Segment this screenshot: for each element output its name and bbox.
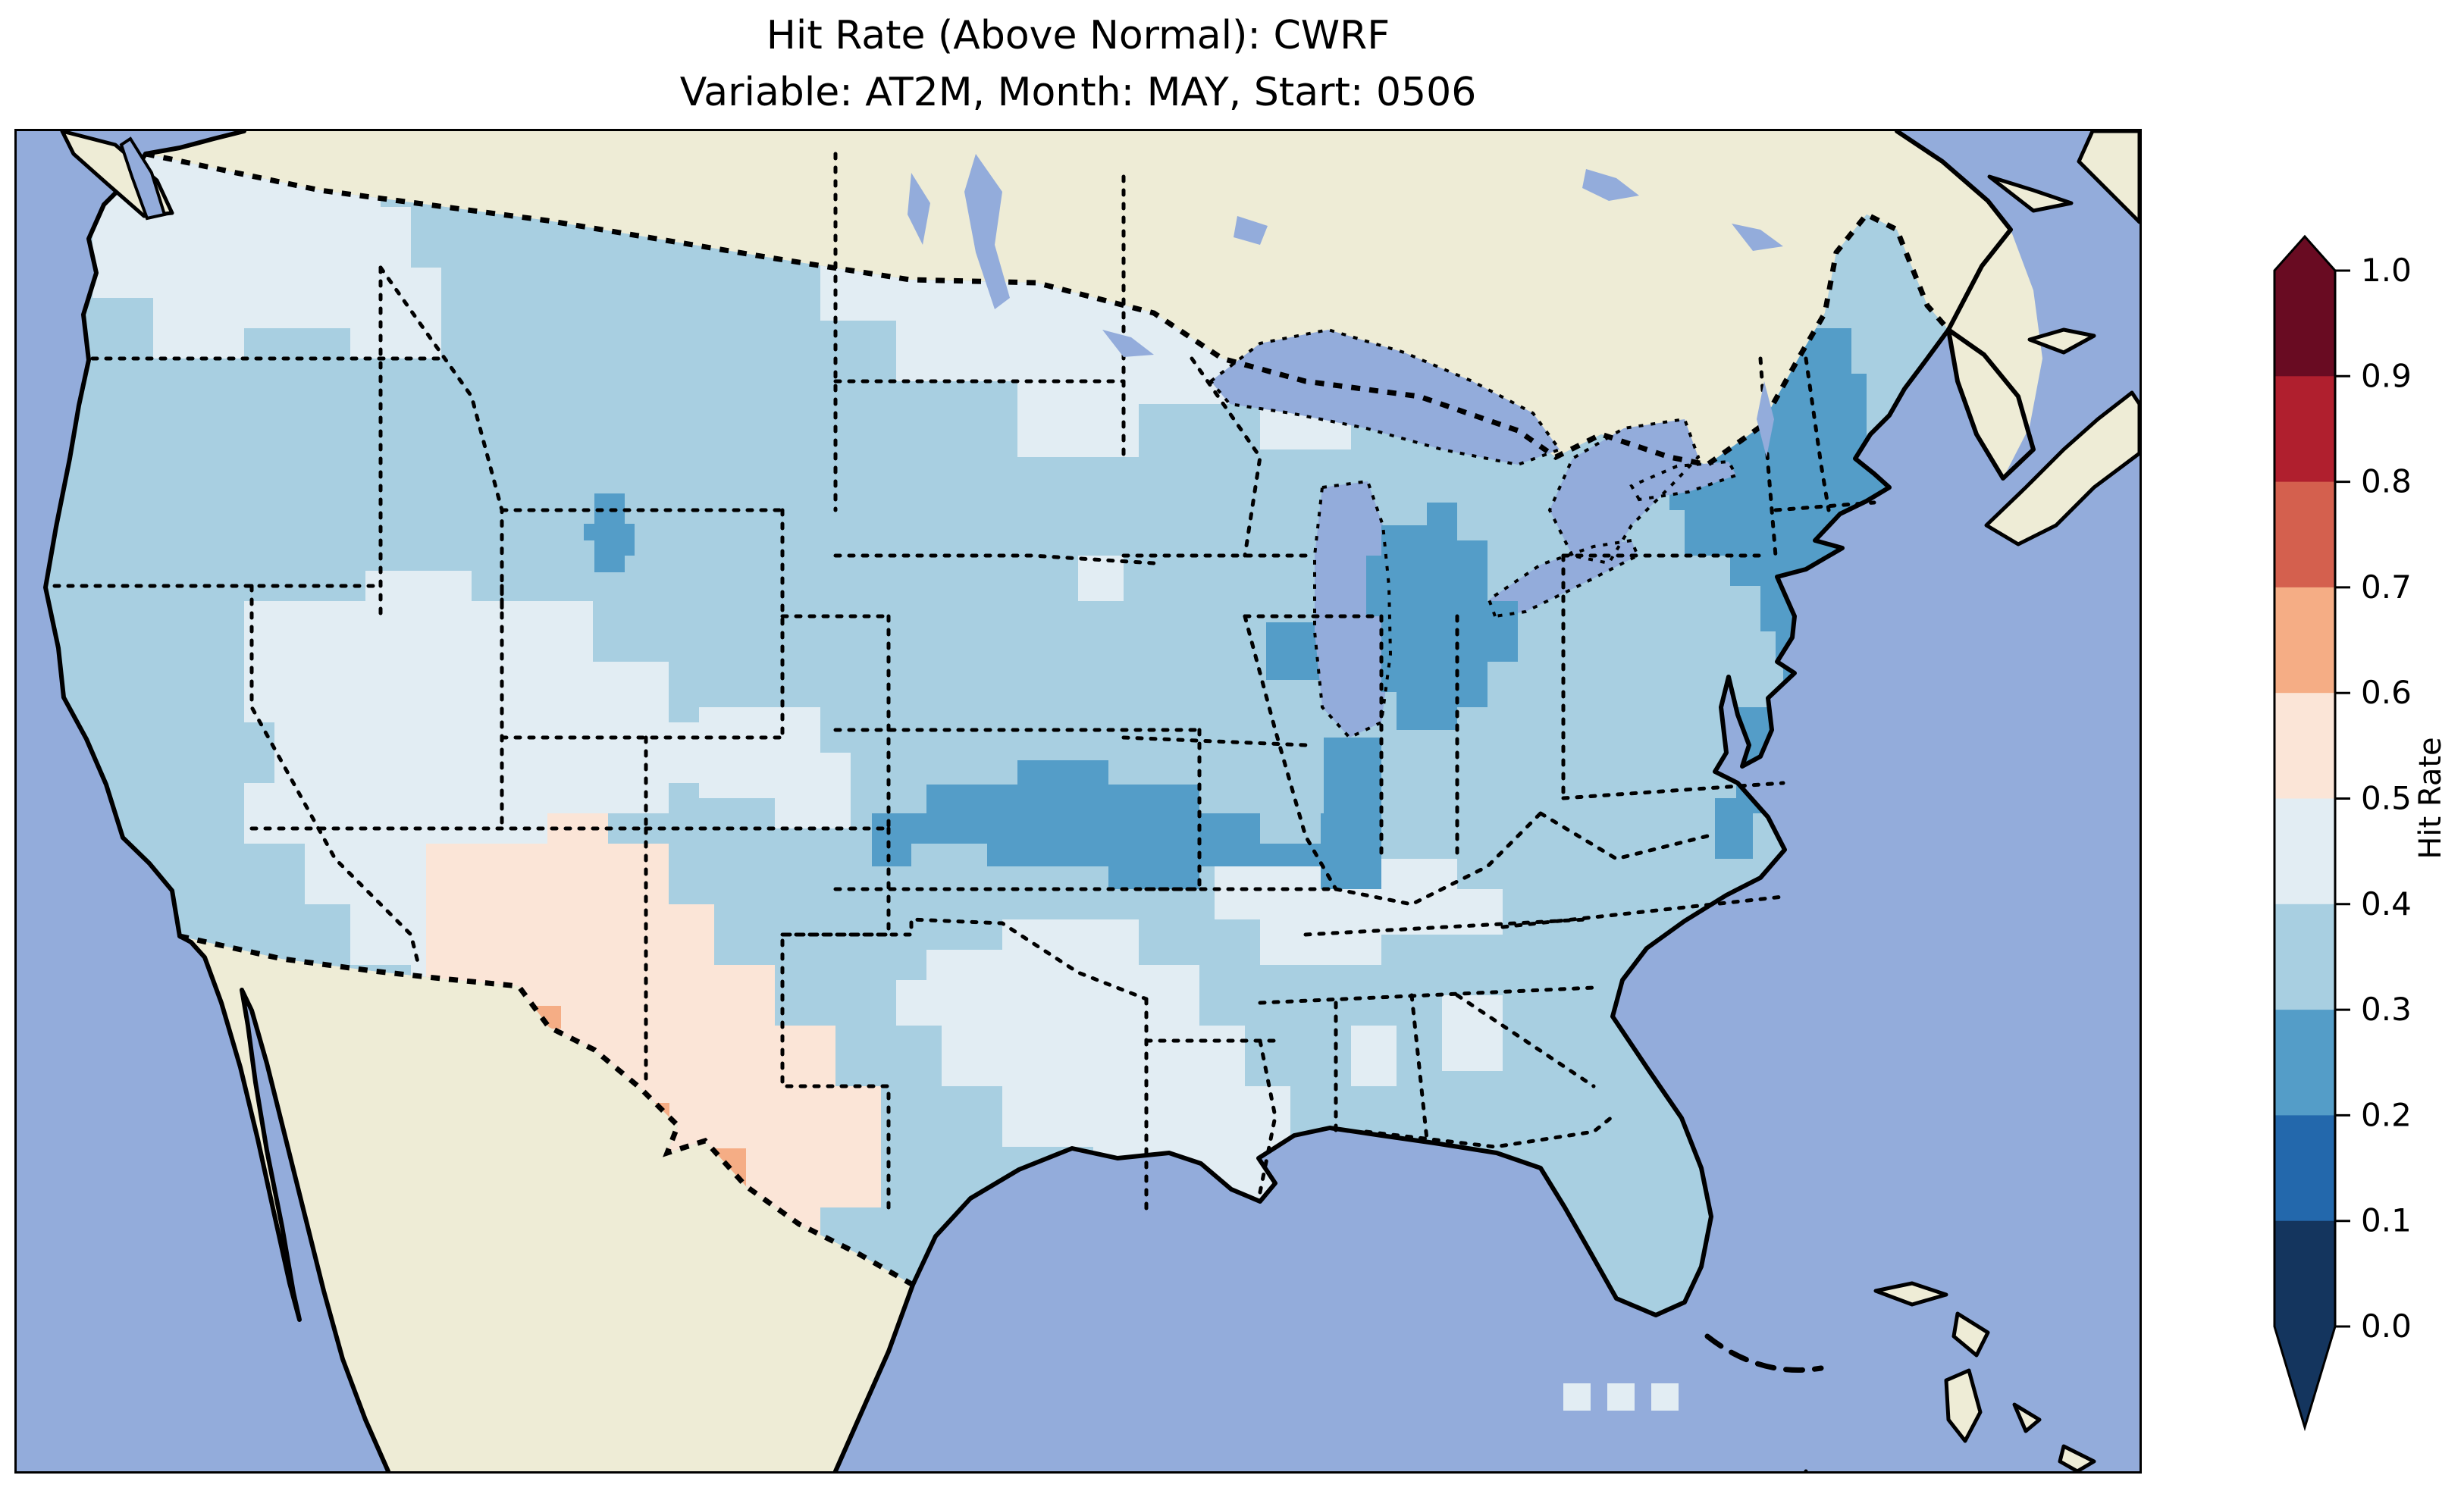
colorbar-band-3 [2274, 587, 2335, 694]
region-illinois-arm-02-03 [1266, 622, 1324, 680]
national-border-mexico [179, 933, 914, 1288]
state-line-ok-tx-red [780, 917, 1149, 1001]
coast-gulf-atlantic [911, 327, 1951, 1317]
conus-hit-rate-map [17, 131, 2140, 1471]
colorbar: 1.0 0.9 0.8 0.7 0.6 0.5 0.4 0.3 0.2 0.1 0.0 [2244, 220, 2464, 1463]
island-bahama-2 [1951, 1311, 1990, 1358]
colorbar-tick-label: 0.9 [2361, 357, 2412, 394]
colorbar-band-0 [2274, 271, 2335, 377]
colorbar-tick-label: 0.2 [2361, 1096, 2412, 1133]
lake-ontario-outline [1629, 459, 1738, 502]
colorbar-band-5 [2274, 798, 2335, 905]
canada-lake-quebec2 [1732, 224, 1783, 251]
state-line-va-wv [1538, 811, 1710, 861]
colorbar-band-4 [2274, 693, 2335, 800]
state-line-pa-md [1561, 781, 1785, 800]
island-bahama-4 [2058, 1444, 2096, 1471]
mexico-land [180, 936, 913, 1471]
colorbar-band-6 [2274, 904, 2335, 1011]
state-line-tn-south [1258, 985, 1596, 1005]
coast-gaspe [1895, 131, 2013, 332]
state-line-al-ga [1409, 993, 1429, 1142]
colorbar-tick-label: 0.1 [2361, 1202, 2412, 1239]
region-alabama-04-05 [1351, 1026, 1397, 1086]
region-southwest-pink-05-06 [426, 813, 881, 1268]
colorbar-tick-label: 0.6 [2361, 674, 2412, 711]
region-michigan-dark-02-03 [1366, 503, 1518, 730]
national-border-canada [145, 151, 1951, 468]
colorbar-tick-label: 0.3 [2361, 991, 2412, 1028]
coast-new-brunswick [1946, 327, 2036, 481]
colorbar-axis-label: Hit Rate [2413, 737, 2448, 860]
canada-lake-manitoba [908, 173, 930, 245]
colorbar-band-1 [2274, 376, 2335, 483]
island-pei [2027, 327, 2096, 355]
region-iowa-cell-04-05 [1078, 556, 1124, 601]
canada-lake-winnipeg [964, 154, 1010, 309]
colorbar-band-7 [2274, 1010, 2335, 1117]
coast-mexico-gulf [833, 1283, 915, 1471]
region-tennessee-04-05 [1215, 859, 1503, 965]
canada-lake-woods [1102, 330, 1154, 357]
state-line-nc-sc [1455, 993, 1596, 1088]
lake-michigan [1315, 481, 1390, 738]
colorbar-band-9 [2274, 1220, 2335, 1327]
figure-title-line1: Hit Rate (Above Normal): CWRF [766, 13, 1390, 58]
colorbar-band-2 [2274, 481, 2335, 588]
island-bahama-3 [2012, 1402, 2042, 1433]
state-line-ca-nv [249, 584, 421, 967]
cell-keys-1 [1563, 1383, 1591, 1411]
colorbar-tick-label: 0.4 [2361, 885, 2412, 922]
coast-pacific [43, 152, 182, 938]
lake-michigan-outline [1313, 479, 1393, 740]
lake-erie-outline [1487, 538, 1640, 619]
colorbar-tick-label: 1.0 [2361, 252, 2412, 289]
lake-ontario [1632, 462, 1736, 500]
colorbar-tick-label: 0.0 [2361, 1308, 2412, 1345]
island-bahama-1 [1873, 1281, 1948, 1307]
state-line-nm-tx [780, 826, 891, 1210]
coast-bc [143, 131, 246, 156]
colorbar-tick-label: 0.7 [2361, 568, 2412, 606]
canada-land [146, 131, 2042, 478]
colorbar-tick-label: 0.8 [2361, 463, 2412, 500]
canada-lake-nipigon [1234, 216, 1268, 245]
region-southcentral-04-05 [896, 919, 1290, 1207]
lake-erie [1489, 540, 1638, 616]
map-axes [14, 129, 2142, 1474]
colorbar-tick-label: 0.5 [2361, 780, 2412, 817]
region-montana-spot-02-03 [584, 493, 635, 572]
state-line-ga-fl [1364, 1114, 1615, 1149]
colorbar-arrow-under [2274, 1326, 2335, 1427]
island-nova-scotia [1984, 390, 2140, 547]
state-line-ia-mo [1121, 735, 1308, 747]
region-plains-band-02-03 [872, 760, 1381, 889]
colorbar-arrow-over [2274, 236, 2335, 271]
canada-lake-quebec1 [1582, 169, 1639, 201]
puget-sound [119, 136, 167, 221]
state-line-id-mt [378, 265, 504, 619]
state-line-mn-wi [1190, 356, 1262, 558]
lake-champlain [1757, 381, 1774, 457]
lake-superior [1211, 330, 1560, 465]
keys-arc [1704, 1333, 1824, 1373]
state-line-vt-nh [1804, 356, 1831, 512]
figure-title-line2: Variable: AT2M, Month: MAY, Start: 0506 [679, 70, 1477, 116]
colorbar-svg: 1.0 0.9 0.8 0.7 0.6 0.5 0.4 0.3 0.2 0.1 0.0 [2273, 234, 2412, 1432]
state-line-il-miss [1243, 614, 1338, 891]
state-line-va-nc [1500, 894, 1785, 929]
colorbar-band-8 [2274, 1115, 2335, 1222]
island-newfoundland-corner [2077, 131, 2140, 224]
cell-keys-2 [1607, 1383, 1635, 1411]
state-line-ky-tn [1303, 917, 1588, 937]
cell-keys-3 [1651, 1383, 1679, 1411]
region-illinois-arm2-02-03 [1324, 738, 1381, 813]
coast-baja-mexico [177, 934, 390, 1471]
island-anticosti [1987, 174, 2074, 213]
state-line-ny-vt [1758, 356, 1778, 558]
island-andros [1944, 1368, 1983, 1443]
state-line-sd-ne [833, 553, 1156, 565]
region-georgia-04-05 [1442, 995, 1503, 1071]
figure-title: Hit Rate (Above Normal): CWRF Variable: … [17, 8, 2140, 122]
